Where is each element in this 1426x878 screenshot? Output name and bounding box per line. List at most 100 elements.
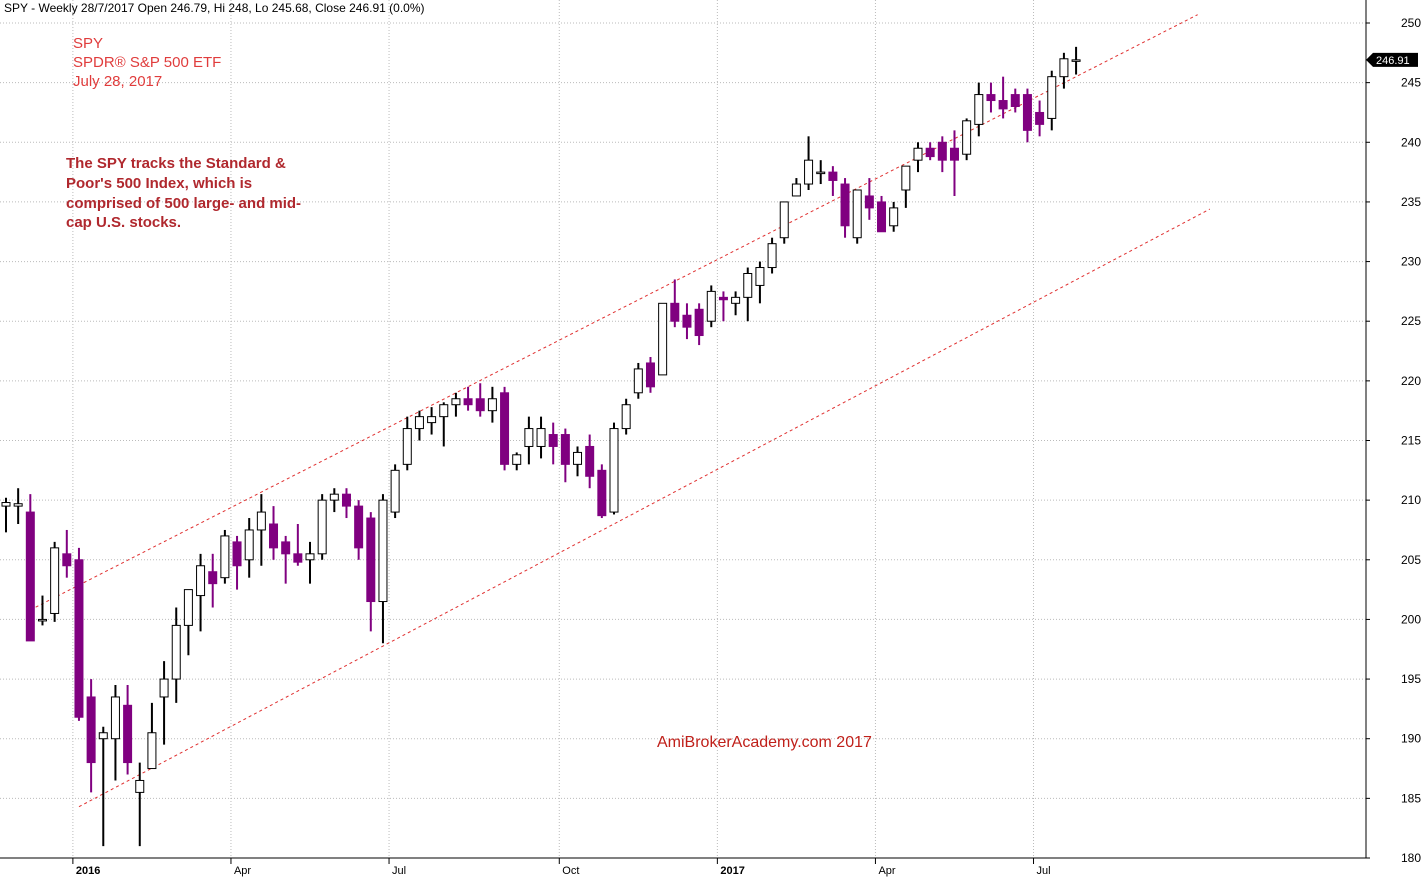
candle-body — [13, 503, 23, 507]
note-date: July 28, 2017 — [73, 73, 162, 90]
candle — [147, 702, 157, 770]
candle — [682, 303, 692, 340]
candle — [658, 302, 668, 376]
candle-body — [475, 398, 485, 412]
candle-body — [828, 171, 838, 181]
candle-body — [305, 553, 315, 561]
candle-body — [220, 535, 230, 579]
candle — [463, 386, 473, 411]
candle — [269, 506, 279, 560]
candle — [402, 416, 412, 471]
last-price-tag: 246.91 — [1366, 52, 1418, 67]
candle-body — [1047, 76, 1057, 119]
candle-body — [171, 624, 181, 680]
candle-body — [232, 541, 242, 567]
candle-body — [1010, 94, 1020, 107]
candle — [196, 553, 206, 632]
candle-body — [341, 493, 351, 507]
candle-body — [585, 445, 595, 477]
candle — [281, 535, 291, 584]
candle-body — [694, 308, 704, 337]
candle-body — [366, 517, 376, 603]
candle-body — [1035, 111, 1045, 125]
candle — [840, 178, 850, 238]
candle — [159, 661, 169, 745]
candle — [949, 130, 959, 196]
y-tick-label: 205 — [1401, 553, 1421, 567]
candle — [427, 407, 437, 435]
candle — [998, 76, 1008, 119]
candle-body — [402, 428, 412, 465]
note-fund-name: SPDR® S&P 500 ETF — [73, 54, 221, 71]
candle-body — [86, 696, 96, 764]
candle-body — [37, 618, 47, 622]
candle-body — [986, 94, 996, 102]
candle — [889, 201, 899, 232]
candle — [877, 195, 887, 233]
candle — [816, 160, 826, 185]
y-tick-label: 190 — [1401, 732, 1421, 746]
candle-body — [536, 428, 546, 447]
y-tick-label: 230 — [1401, 255, 1421, 269]
candle-body — [293, 553, 303, 563]
x-tick-label: Jul — [1037, 865, 1051, 877]
candle-body — [25, 511, 35, 642]
candle — [804, 136, 814, 190]
candle-body — [913, 147, 923, 161]
candle — [451, 392, 461, 417]
candle-body — [962, 120, 972, 155]
candle-body — [524, 428, 534, 447]
candle — [645, 357, 655, 393]
y-tick-label: 245 — [1401, 76, 1421, 90]
x-tick-label: 2016 — [76, 865, 100, 877]
candle-body — [755, 267, 765, 286]
candle-body — [1, 502, 11, 507]
y-tick-label: 250 — [1401, 16, 1421, 30]
candle — [232, 535, 242, 590]
candle-body — [354, 505, 364, 549]
x-tick-label: Apr — [234, 865, 251, 877]
candle-body — [414, 416, 424, 430]
candle — [901, 165, 911, 208]
candle-body — [621, 404, 631, 430]
candle-body — [244, 529, 254, 561]
y-tick-label: 200 — [1401, 612, 1421, 626]
date-axis: 2016 Apr Jul Oct 2017 Apr Jul — [72, 858, 1051, 877]
candle-body — [548, 434, 558, 447]
candle-body — [159, 678, 169, 698]
candle-body — [889, 207, 899, 227]
candle-body — [147, 732, 157, 770]
candle — [74, 547, 84, 721]
candle-body — [183, 589, 193, 626]
candle — [25, 494, 35, 642]
candle-body — [670, 302, 680, 322]
candle-body — [98, 732, 108, 740]
channel-line-upper — [30, 14, 1198, 611]
candle — [354, 500, 364, 560]
candle-body — [439, 404, 449, 418]
candle — [937, 136, 947, 173]
candle-body — [682, 314, 692, 328]
candle-body — [317, 499, 327, 555]
candle-body — [658, 302, 668, 376]
candle — [135, 762, 145, 847]
y-tick-label: 235 — [1401, 195, 1421, 209]
candle — [706, 285, 716, 328]
candle — [1047, 70, 1057, 131]
candle — [293, 524, 303, 566]
candle-body — [998, 100, 1008, 110]
candle — [767, 237, 777, 274]
candle-body — [597, 469, 607, 517]
candle-body — [804, 159, 814, 185]
candle-body — [269, 523, 279, 549]
candle-body — [901, 165, 911, 191]
candle-body — [487, 398, 497, 412]
candle-body — [390, 469, 400, 513]
candle — [500, 386, 510, 471]
candle-body — [110, 696, 120, 740]
candle-body — [840, 183, 850, 227]
y-tick-label: 185 — [1401, 791, 1421, 805]
x-tick-label: 2017 — [720, 865, 744, 877]
candle-body — [949, 147, 959, 161]
candle — [743, 267, 753, 322]
